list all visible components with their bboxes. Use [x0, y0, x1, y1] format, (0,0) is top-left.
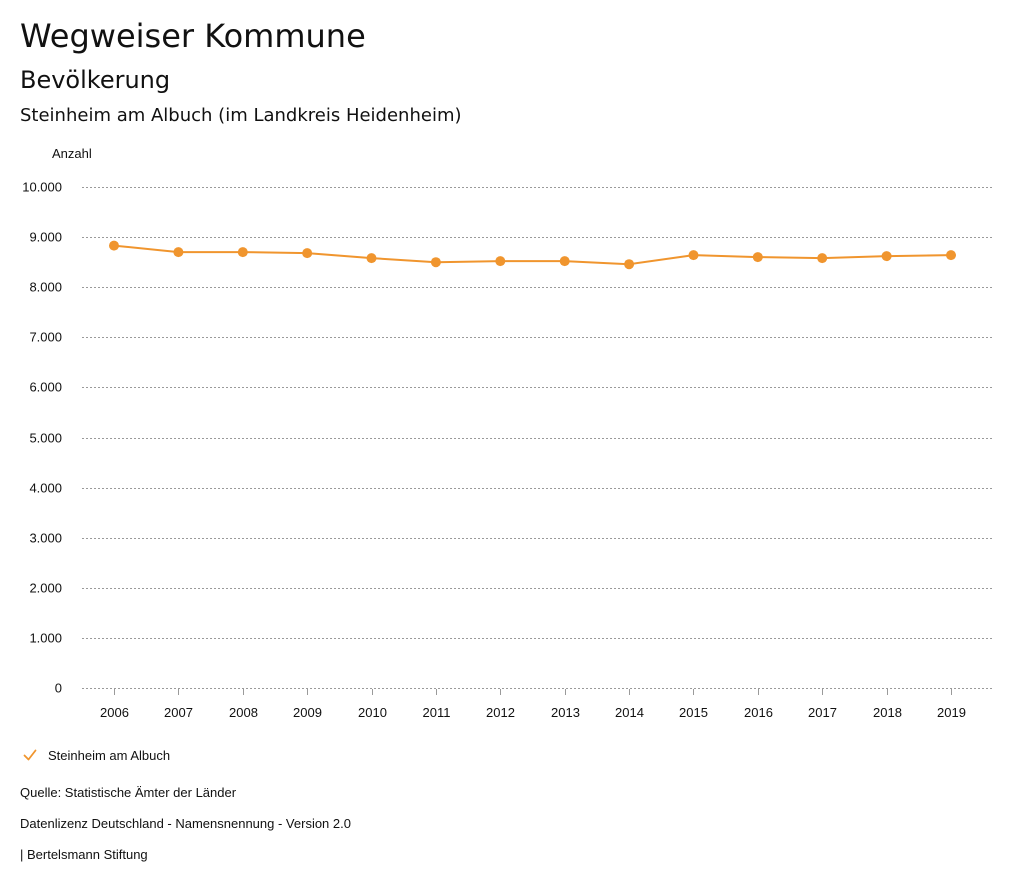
series-steinheim-am-albuch — [109, 240, 956, 270]
y-tick-label: 6.000 — [29, 380, 62, 395]
data-point[interactable] — [109, 240, 119, 251]
y-axis: 0 1.000 2.000 3.000 4.000 5.000 6.000 7.000 8.00… — [22, 180, 62, 696]
x-tick-label: 2014 — [615, 705, 644, 720]
x-tick-label: 2017 — [808, 705, 837, 720]
legend-label: Steinheim am Albuch — [48, 747, 171, 763]
y-tick-label: 7.000 — [29, 330, 62, 345]
y-tick-label: 3.000 — [29, 531, 62, 546]
data-point[interactable] — [817, 253, 828, 264]
data-point[interactable] — [237, 247, 248, 258]
license-note: Datenlizenz Deutschland - Namensnennung … — [20, 816, 351, 831]
data-point[interactable] — [559, 256, 570, 267]
source-note: Quelle: Statistische Ämter der Länder — [20, 785, 237, 800]
y-tick-label: 5.000 — [29, 431, 62, 446]
y-tick-label: 9.000 — [29, 230, 62, 245]
x-tick-label: 2011 — [423, 705, 451, 720]
y-tick-label: 4.000 — [29, 481, 62, 496]
check-icon — [23, 749, 37, 761]
x-tick-label: 2015 — [679, 705, 708, 720]
x-tick-label: 2009 — [293, 705, 322, 720]
page-title: Wegweiser Kommune — [20, 17, 366, 55]
x-tick-label: 2013 — [551, 705, 580, 720]
credit-note: | Bertelsmann Stiftung — [20, 847, 148, 862]
data-point[interactable] — [302, 248, 313, 259]
x-tick-label: 2016 — [744, 705, 773, 720]
series-line — [113, 244, 952, 266]
y-tick-label: 10.000 — [22, 180, 62, 195]
legend-item-steinheim-am-albuch[interactable]: Steinheim am Albuch — [22, 745, 170, 765]
data-point[interactable] — [173, 247, 184, 258]
x-tick-label: 2006 — [100, 705, 129, 720]
x-tick-label: 2008 — [229, 705, 258, 720]
data-point[interactable] — [946, 250, 956, 261]
y-tick-label: 0 — [55, 681, 62, 696]
data-point[interactable] — [495, 256, 506, 267]
data-point[interactable] — [624, 259, 635, 270]
x-tick-label: 2007 — [164, 705, 193, 720]
data-point[interactable] — [430, 257, 441, 268]
y-axis-label: Anzahl — [52, 146, 92, 161]
y-tick-label: 1.000 — [29, 631, 62, 646]
y-tick-label: 2.000 — [29, 581, 62, 596]
x-tick-label: 2018 — [873, 705, 902, 720]
data-point[interactable] — [688, 250, 699, 261]
x-tick-label: 2019 — [937, 705, 966, 720]
x-tick-label: 2010 — [358, 705, 387, 720]
grid-lines — [82, 187, 992, 689]
data-point[interactable] — [752, 252, 763, 263]
chart-title: Bevölkerung — [20, 66, 171, 94]
data-point[interactable] — [366, 253, 377, 264]
y-tick-label: 8.000 — [29, 280, 62, 295]
chart-subtitle: Steinheim am Albuch (im Landkreis Heiden… — [20, 105, 462, 126]
data-point[interactable] — [881, 251, 892, 262]
x-axis: 2006 2007 2008 2009 2010 2011 2012 2013 2014 2015… — [100, 689, 966, 720]
x-tick-label: 2012 — [486, 705, 515, 720]
line-chart: Anzahl 0 1.000 2.000 3.000 4.000 5.000 6.000 7.… — [22, 146, 992, 720]
